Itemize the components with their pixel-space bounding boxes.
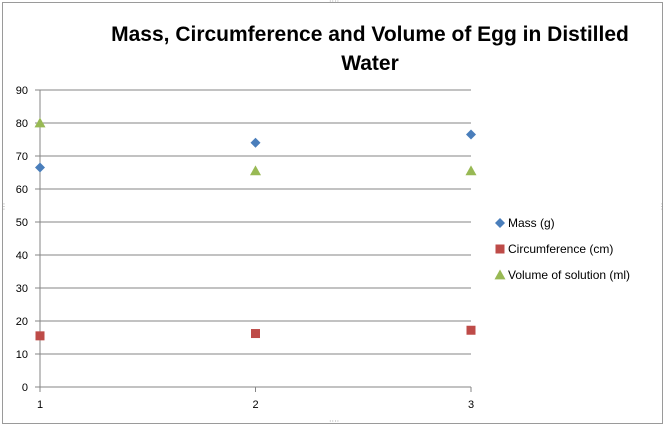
point-triangle-3 xyxy=(465,165,477,176)
tick-label-y-30: 30 xyxy=(16,283,28,295)
legend-label-2: Volume of solution (ml) xyxy=(508,268,630,282)
tick-label-y-80: 80 xyxy=(16,118,28,130)
frame-grip-bottom[interactable]: ···· xyxy=(329,417,340,426)
tick-label-y-50: 50 xyxy=(16,217,28,229)
tick-label-y-0: 0 xyxy=(22,382,28,394)
point-triangle-2 xyxy=(250,165,261,176)
frame-grip-left[interactable]: ⋮ xyxy=(0,202,8,211)
point-diamond-3 xyxy=(466,129,476,140)
point-square-1 xyxy=(35,331,45,341)
point-triangle-1 xyxy=(34,117,46,128)
tick-label-y-40: 40 xyxy=(16,250,28,262)
legend-label-0: Mass (g) xyxy=(508,216,555,230)
tick-label-y-60: 60 xyxy=(16,184,28,196)
tick-label-y-20: 20 xyxy=(16,316,28,328)
point-diamond-1 xyxy=(35,162,45,173)
legend-marker-triangle xyxy=(494,269,506,280)
point-square-2 xyxy=(251,329,260,339)
tick-label-x-2: 2 xyxy=(252,399,258,411)
tick-label-x-1: 1 xyxy=(37,399,43,411)
frame-grip-top[interactable]: ···· xyxy=(329,0,340,6)
legend-marker-square xyxy=(495,244,505,254)
tick-label-x-3: 3 xyxy=(468,399,474,411)
tick-label-y-10: 10 xyxy=(16,349,28,361)
point-diamond-2 xyxy=(250,137,261,148)
legend-marker-diamond xyxy=(495,218,505,228)
tick-label-y-70: 70 xyxy=(16,151,28,163)
frame-grip-right[interactable]: ⋮ xyxy=(658,202,666,211)
chart-title: Mass, Circumference and Volume of Egg in… xyxy=(111,23,629,75)
legend-label-1: Circumference (cm) xyxy=(508,242,613,256)
point-square-3 xyxy=(466,325,476,335)
tick-label-y-90: 90 xyxy=(16,85,28,97)
